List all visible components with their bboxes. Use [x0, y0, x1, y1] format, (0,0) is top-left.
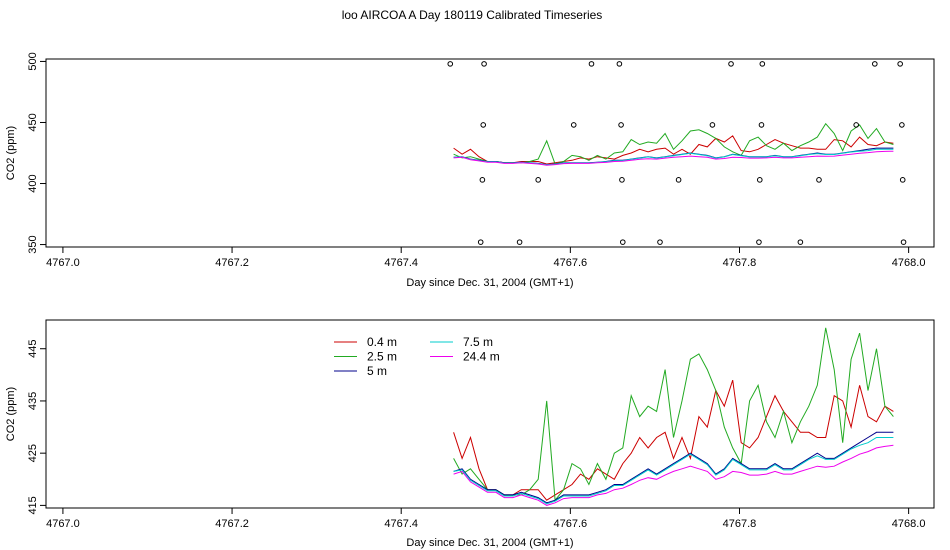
bottom-x-axis-label: Day since Dec. 31, 2004 (GMT+1) [406, 537, 573, 549]
bottom-series-lines [453, 327, 894, 506]
top-x-axis: 4767.0 4767.2 4767.4 4767.6 4767.8 4768.0 [46, 247, 925, 269]
bottom-plot-panel: 4767.0 4767.2 4767.4 4767.6 4767.8 4768.0 415… [5, 319, 935, 549]
bottom-x-tick-label: 4767.4 [384, 518, 418, 530]
scatter-point [759, 61, 766, 67]
bottom-plot-frame [45, 319, 935, 509]
bottom-series-line-2-5-m [453, 327, 894, 502]
scatter-point [872, 61, 878, 67]
scatter-point [480, 122, 487, 128]
bottom-x-tick-label: 4767.6 [554, 518, 588, 530]
scatter-point [657, 239, 663, 245]
top-x-tick-label: 4767.6 [554, 257, 588, 269]
scatter-point [853, 122, 859, 128]
legend-label-5-m: 5 m [367, 364, 387, 378]
bottom-y-tick-label: 425 [27, 444, 39, 462]
scatter-point [728, 61, 734, 67]
bottom-series-line-5-m [453, 431, 894, 504]
top-y-tick-label: 350 [27, 235, 39, 253]
top-series-line-24-4-m [453, 150, 894, 166]
scatter-point [899, 177, 906, 183]
top-plot-panel: 4767.0 4767.2 4767.4 4767.6 4767.8 4768.0 350… [5, 52, 935, 289]
bottom-x-tick-label: 4768.0 [892, 518, 926, 530]
scatter-point [675, 177, 682, 183]
scatter-point [618, 122, 624, 128]
bottom-x-tick-label: 4767.0 [46, 518, 80, 530]
top-x-tick-label: 4767.4 [384, 257, 418, 269]
scatter-point [899, 122, 905, 128]
scatter-point [797, 239, 804, 245]
chart-title: loo AIRCOA A Day 180119 Calibrated Times… [342, 8, 603, 22]
scatter-point [481, 61, 487, 67]
legend: 0.4 m2.5 m5 m 7.5 m24.4 m [334, 335, 500, 378]
bottom-y-tick-label: 445 [27, 340, 39, 358]
scatter-point [479, 177, 486, 183]
scatter-point [616, 61, 623, 67]
scatter-point [535, 177, 542, 183]
bottom-series-line-7-5-m [453, 437, 894, 505]
scatter-point [756, 177, 763, 183]
scatter-point [619, 239, 626, 245]
scatter-point [516, 239, 523, 245]
scatter-point [619, 177, 625, 183]
scatter-point [477, 239, 484, 245]
bottom-x-tick-label: 4767.2 [215, 518, 249, 530]
top-x-tick-label: 4767.0 [46, 257, 80, 269]
scatter-point [758, 122, 765, 128]
top-y-axis-label: CO2 (ppm) [5, 126, 17, 180]
top-x-tick-label: 4768.0 [892, 257, 926, 269]
top-x-axis-label: Day since Dec. 31, 2004 (GMT+1) [406, 277, 573, 289]
legend-label-0-4-m: 0.4 m [367, 335, 397, 349]
top-series-lines [453, 122, 894, 166]
top-y-axis: 350 400 450 500 [27, 52, 46, 254]
bottom-y-tick-label: 415 [27, 496, 39, 514]
top-series-line-2-5-m [453, 122, 894, 165]
bottom-series-line-24-4-m [453, 444, 894, 506]
top-y-tick-label: 400 [27, 174, 39, 192]
bottom-y-axis-label: CO2 (ppm) [5, 387, 17, 441]
legend-label-7-5-m: 7.5 m [463, 335, 493, 349]
scatter-point [588, 61, 595, 67]
scatter-point [447, 61, 454, 67]
bottom-x-tick-label: 4767.8 [723, 518, 757, 530]
scatter-point [900, 239, 907, 245]
bottom-x-axis: 4767.0 4767.2 4767.4 4767.6 4767.8 4768.0 [46, 508, 925, 530]
top-x-tick-label: 4767.8 [723, 257, 757, 269]
scatter-point [709, 122, 716, 128]
top-plot-frame [45, 58, 935, 248]
top-x-tick-label: 4767.2 [215, 257, 249, 269]
bottom-series-line-0-4-m [453, 379, 894, 501]
top-y-tick-label: 450 [27, 113, 39, 131]
scatter-point [756, 239, 762, 245]
top-scatter-points [447, 61, 907, 245]
legend-label-2-5-m: 2.5 m [367, 350, 397, 364]
bottom-y-axis: 415 425 435 445 [27, 340, 46, 515]
bottom-y-tick-label: 435 [27, 392, 39, 410]
legend-label-24-4-m: 24.4 m [463, 350, 500, 364]
scatter-point [570, 122, 577, 128]
scatter-point [897, 61, 903, 67]
scatter-point [816, 177, 822, 183]
top-y-tick-label: 500 [27, 52, 39, 70]
